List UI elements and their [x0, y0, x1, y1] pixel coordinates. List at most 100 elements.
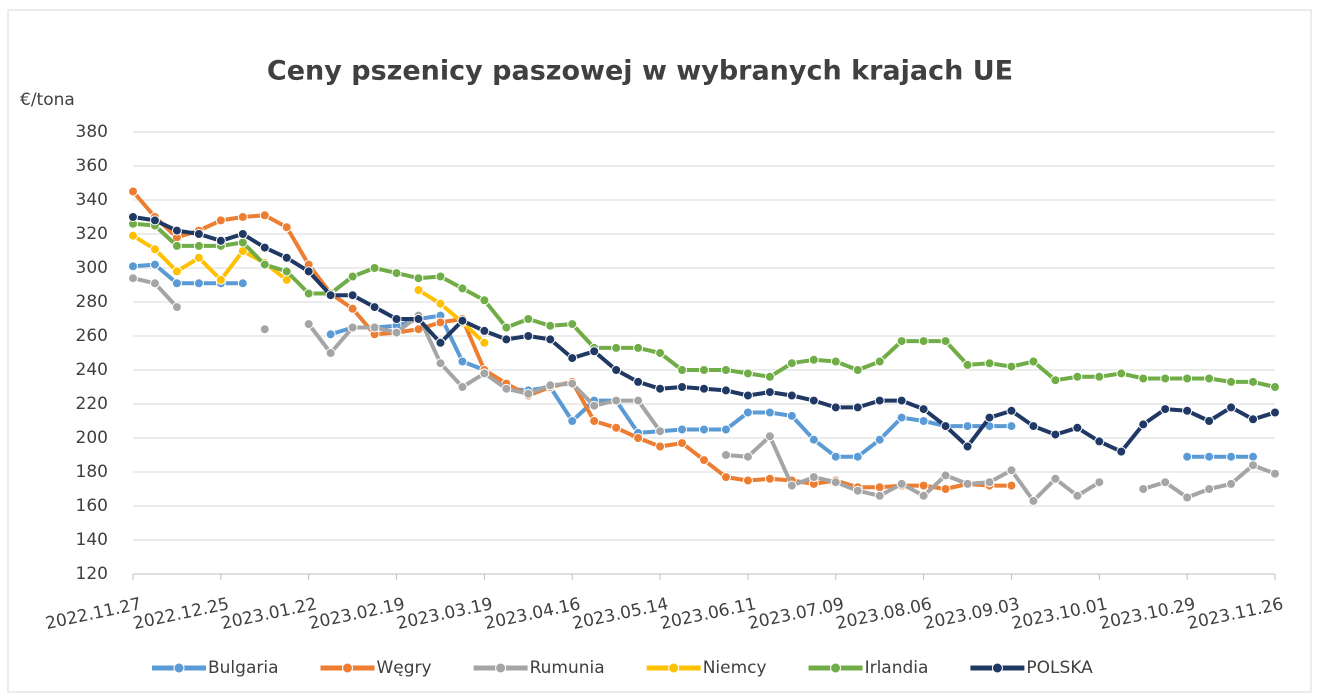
point: [830, 477, 841, 488]
point: [1006, 361, 1017, 372]
point: [237, 278, 248, 289]
y-tick-label: 140: [76, 530, 108, 550]
point: [347, 271, 358, 282]
point: [545, 334, 556, 345]
point: [1094, 436, 1105, 447]
point: [1270, 407, 1280, 418]
point: [1182, 405, 1193, 416]
point: [1204, 451, 1215, 462]
legend-marker: [342, 662, 353, 674]
point: [1204, 373, 1215, 384]
point: [764, 371, 775, 382]
point: [501, 383, 512, 394]
y-tick-label: 180: [76, 462, 108, 482]
point: [413, 314, 424, 324]
point: [808, 354, 819, 365]
point: [677, 424, 688, 435]
y-tick-label: 340: [76, 190, 108, 210]
legend-label: Węgry: [377, 658, 432, 678]
point: [457, 356, 468, 367]
point: [1182, 492, 1193, 503]
point: [940, 336, 951, 347]
point: [742, 475, 753, 486]
point: [281, 266, 292, 277]
point: [852, 365, 863, 375]
point: [215, 274, 226, 285]
point: [1050, 473, 1061, 484]
legend-marker: [173, 662, 185, 674]
point: [633, 433, 644, 443]
point: [237, 229, 248, 239]
point: [523, 314, 534, 324]
point: [830, 402, 841, 413]
y-tick-label: 300: [76, 258, 108, 278]
point: [303, 319, 314, 330]
point: [918, 336, 929, 347]
point: [611, 365, 622, 375]
point: [325, 290, 336, 301]
point: [259, 242, 270, 253]
point: [874, 434, 885, 445]
point: [742, 368, 753, 379]
y-tick-label: 360: [76, 156, 108, 176]
point: [1094, 477, 1105, 488]
point: [655, 348, 666, 358]
point: [1094, 371, 1105, 382]
point: [1138, 419, 1149, 430]
point: [611, 422, 622, 433]
point: [1006, 465, 1017, 476]
point: [435, 298, 446, 309]
point: [1138, 373, 1149, 384]
point: [1138, 484, 1149, 494]
point: [874, 490, 885, 501]
point: [435, 317, 446, 328]
point: [1072, 490, 1083, 501]
legend-marker: [991, 662, 1003, 674]
point: [984, 412, 995, 423]
point: [633, 342, 644, 353]
point: [677, 382, 688, 392]
point: [677, 365, 688, 375]
point: [1050, 375, 1061, 386]
point: [720, 450, 731, 460]
point: [742, 451, 753, 462]
point: [128, 273, 138, 284]
point: [1248, 376, 1259, 387]
point: [501, 322, 512, 333]
point: [369, 302, 380, 313]
point: [1116, 368, 1127, 379]
point: [347, 322, 358, 333]
point: [786, 358, 797, 369]
point: [1006, 421, 1017, 432]
point: [589, 400, 600, 411]
point: [128, 261, 138, 272]
point: [962, 478, 973, 489]
point: [1226, 376, 1237, 387]
point: [457, 283, 468, 294]
point: [852, 485, 863, 496]
point: [237, 237, 248, 248]
point: [720, 385, 731, 396]
point: [193, 278, 204, 289]
point: [281, 222, 292, 233]
point: [149, 278, 160, 289]
point: [611, 395, 622, 406]
point: [237, 212, 248, 222]
point: [1248, 460, 1259, 471]
point: [281, 252, 292, 263]
point: [786, 410, 797, 421]
point: [633, 376, 644, 387]
point: [1248, 414, 1259, 425]
point: [523, 331, 534, 341]
point: [128, 230, 138, 241]
point: [457, 315, 468, 326]
point: [699, 365, 709, 375]
point: [479, 295, 490, 306]
point: [852, 451, 863, 462]
point: [567, 416, 578, 426]
point: [128, 186, 138, 197]
point: [1248, 451, 1259, 462]
point: [720, 424, 731, 435]
point: [391, 268, 402, 279]
point: [1182, 373, 1193, 384]
